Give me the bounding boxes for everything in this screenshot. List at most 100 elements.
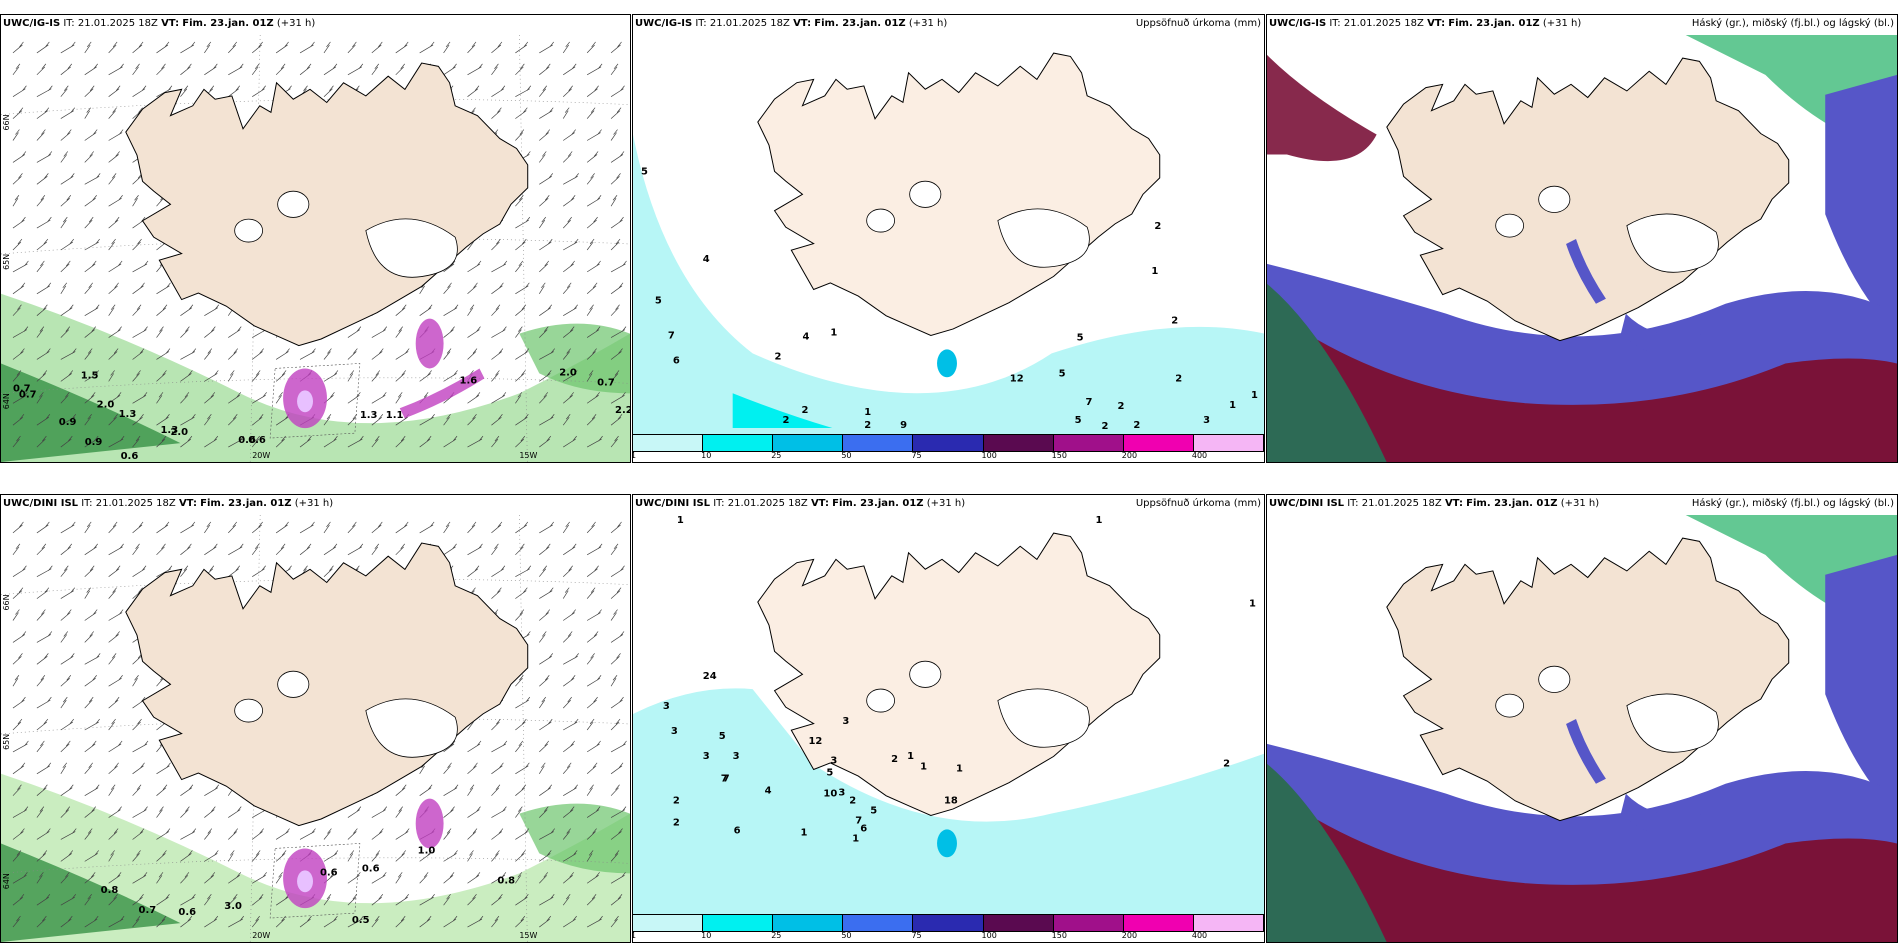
wind-barb: [204, 784, 220, 796]
lat-label: 66N: [2, 594, 11, 610]
wind-barb: [275, 392, 283, 404]
wind-barb: [467, 806, 481, 818]
wind-barb: [443, 41, 451, 54]
wind-barb: [467, 260, 482, 273]
wind-barb: [491, 435, 500, 448]
wind-barb: [515, 565, 532, 578]
wind-barb: [563, 435, 577, 448]
wind-barb: [275, 63, 286, 76]
wind-barb: [12, 915, 21, 928]
mid-cloud: [1825, 74, 1897, 334]
wind-barb: [36, 348, 51, 360]
wind-barb: [84, 129, 98, 141]
wind-barb: [108, 894, 118, 906]
wind-barb: [515, 850, 526, 862]
wind-barb: [108, 370, 115, 382]
wind-barb: [12, 238, 23, 251]
wind-barb: [227, 370, 235, 382]
wind-barb: [515, 326, 523, 338]
wind-barb: [108, 850, 115, 862]
precip-value: 1: [920, 762, 927, 773]
panel-header: UWC/IG-IS IT: 21.01.2025 18Z VT: Fim. 23…: [3, 18, 316, 29]
wind-barb: [36, 718, 49, 731]
wind-barb: [371, 63, 380, 76]
wind-barb: [108, 828, 119, 840]
wind-barb: [347, 326, 362, 338]
wind-barb: [419, 915, 432, 928]
wind-barb: [586, 740, 601, 753]
wind-barb: [60, 675, 72, 687]
wind-barb: [228, 521, 238, 534]
wind-barb: [12, 806, 29, 818]
wind-barb: [132, 392, 148, 404]
wind-barb: [538, 282, 546, 294]
wind-barb: [539, 107, 554, 119]
lat-label: 65N: [2, 254, 11, 270]
wind-barb: [156, 370, 167, 382]
wind-barb: [84, 282, 93, 295]
wind-barb: [60, 260, 71, 273]
wind-barb: [395, 41, 409, 54]
wind-barb: [491, 850, 500, 862]
wind-barb: [180, 304, 194, 316]
wind-barb: [12, 872, 28, 884]
wind-barb: [323, 850, 339, 862]
wind-barb: [539, 653, 554, 665]
panel-title: Uppsöfnuð úrkoma (mm): [1135, 18, 1261, 29]
wind-barb: [586, 543, 603, 556]
wind-barb: [586, 414, 597, 426]
wind-barb: [108, 107, 117, 119]
precip-colorbar: [633, 434, 1264, 452]
wind-barb: [467, 304, 475, 316]
precip-value: 5: [719, 731, 726, 742]
wind-barb: [395, 348, 410, 360]
wind-barb: [60, 521, 76, 534]
wind-barb: [467, 894, 477, 906]
wind-barb: [515, 740, 524, 753]
wind-barb: [562, 414, 571, 426]
wind-barb: [132, 521, 144, 534]
precip-value: 7: [1086, 397, 1093, 408]
wind-barb: [204, 348, 213, 360]
mid-cloud: [1825, 554, 1897, 814]
wind-value: 1.3: [360, 410, 378, 421]
wind-barb: [252, 392, 267, 404]
wind-barb: [228, 894, 238, 906]
wind-barb: [108, 129, 124, 141]
wind-barb: [515, 675, 524, 687]
panel-precip-dini: UWC/DINI ISL IT: 21.01.2025 18Z VT: Fim.…: [632, 494, 1265, 943]
wind-barb: [132, 304, 142, 316]
wind-barb: [251, 521, 263, 534]
wind-barb: [251, 915, 260, 928]
wind-barb: [60, 565, 69, 577]
wind-barb: [610, 653, 621, 665]
wind-barb: [180, 784, 194, 796]
wind-barb: [395, 915, 406, 928]
wind-barb: [443, 282, 452, 295]
wind-barb: [610, 587, 622, 599]
wind-barb: [610, 41, 622, 54]
wind-barb: [539, 85, 548, 97]
precip-value: 1: [852, 833, 859, 844]
wind-value: 0.7: [13, 383, 31, 394]
wind-barb: [12, 828, 25, 840]
precip-value: 4: [765, 786, 772, 797]
glacier: [365, 218, 458, 278]
wind-barb: [491, 370, 500, 382]
wind-barb: [610, 173, 621, 185]
glacier: [1495, 693, 1524, 718]
wind-barb: [228, 915, 245, 928]
wind-barb: [227, 850, 235, 862]
wind-barb: [108, 653, 117, 665]
wind-barb: [84, 850, 99, 862]
wind-barb: [108, 718, 116, 731]
wind-barb: [419, 414, 435, 426]
wind-barb: [515, 609, 525, 621]
wind-barb: [419, 435, 432, 448]
wind-barb: [610, 543, 619, 556]
wind-barb: [515, 521, 529, 534]
wind-barb: [108, 631, 120, 643]
wind-barb: [132, 282, 145, 295]
wind-barb: [84, 894, 92, 906]
wind-barb: [491, 915, 500, 928]
